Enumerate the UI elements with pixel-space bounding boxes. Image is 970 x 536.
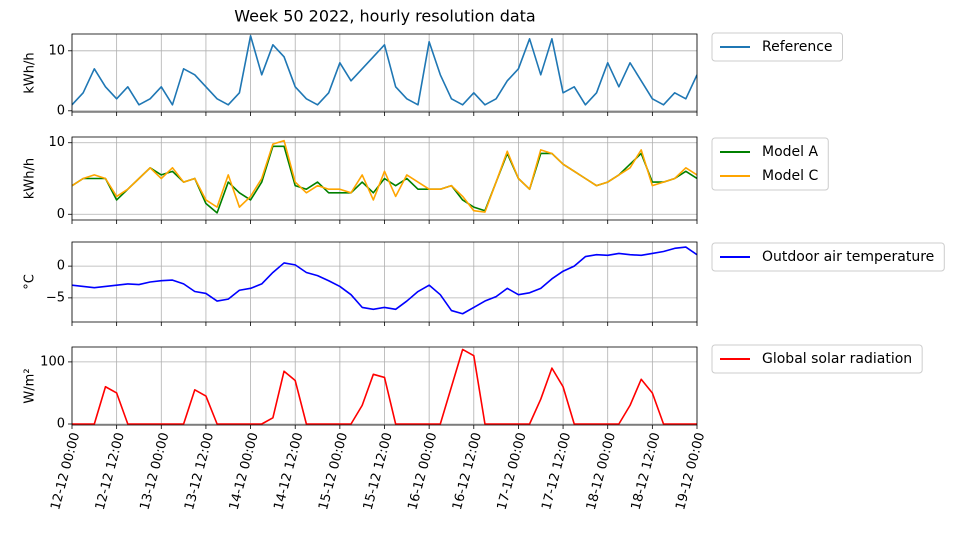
x-tick-label: 18-12 12:00 bbox=[629, 431, 664, 512]
x-tick-label: 13-12 12:00 bbox=[182, 431, 217, 512]
y-tick-label: 100 bbox=[40, 354, 65, 369]
y-tick-label: 0 bbox=[57, 207, 65, 222]
y-tick-label: −5 bbox=[46, 290, 65, 305]
axes-frame bbox=[71, 241, 698, 323]
x-tick-label: 14-12 00:00 bbox=[227, 431, 262, 512]
x-tick-label: 15-12 00:00 bbox=[316, 431, 351, 512]
legend-box bbox=[711, 344, 923, 374]
x-tick-label: 17-12 00:00 bbox=[495, 431, 530, 512]
x-tick-label: 17-12 12:00 bbox=[539, 431, 574, 512]
plot-area bbox=[72, 348, 697, 425]
data-line bbox=[72, 139, 697, 213]
x-tick-label: 14-12 12:00 bbox=[271, 431, 306, 512]
data-line bbox=[72, 35, 697, 106]
legend-label: Outdoor air temperature bbox=[762, 249, 934, 265]
y-tick-label: 0 bbox=[57, 259, 65, 274]
axes-frame bbox=[71, 33, 698, 113]
x-tick-label: 18-12 00:00 bbox=[584, 431, 619, 512]
y-tick-label: 0 bbox=[57, 417, 65, 432]
x-tick-label: 16-12 00:00 bbox=[405, 431, 440, 512]
data-line bbox=[72, 246, 697, 315]
legend-label: Reference bbox=[762, 39, 833, 55]
legend-box bbox=[711, 32, 843, 62]
y-axis-label: °C bbox=[23, 274, 38, 290]
legend-box bbox=[711, 242, 945, 272]
x-tick-label: 15-12 12:00 bbox=[361, 431, 396, 512]
axes-frame bbox=[71, 136, 698, 221]
data-line bbox=[72, 348, 697, 425]
x-tick-label: 12-12 12:00 bbox=[93, 431, 128, 512]
plot-area bbox=[72, 246, 697, 315]
y-tick-label: 10 bbox=[48, 43, 65, 58]
legend-label: Model A bbox=[762, 144, 818, 160]
x-tick-label: 19-12 00:00 bbox=[673, 431, 708, 512]
y-axis-label: kWh/h bbox=[23, 158, 38, 199]
y-axis-label: kWh/h bbox=[23, 52, 38, 93]
y-tick-label: 0 bbox=[57, 103, 65, 118]
plot-area bbox=[72, 139, 697, 214]
x-tick-label: 12-12 00:00 bbox=[48, 431, 83, 512]
axes-frame bbox=[71, 346, 698, 426]
chart-title: Week 50 2022, hourly resolution data bbox=[234, 7, 535, 26]
x-tick-label: 16-12 12:00 bbox=[450, 431, 485, 512]
legend-label: Global solar radiation bbox=[762, 351, 912, 367]
y-axis-label: W/m² bbox=[23, 368, 38, 403]
legend-label: Model C bbox=[762, 168, 818, 184]
x-tick-label: 13-12 00:00 bbox=[137, 431, 172, 512]
plot-area bbox=[72, 35, 697, 106]
y-tick-label: 10 bbox=[48, 135, 65, 150]
